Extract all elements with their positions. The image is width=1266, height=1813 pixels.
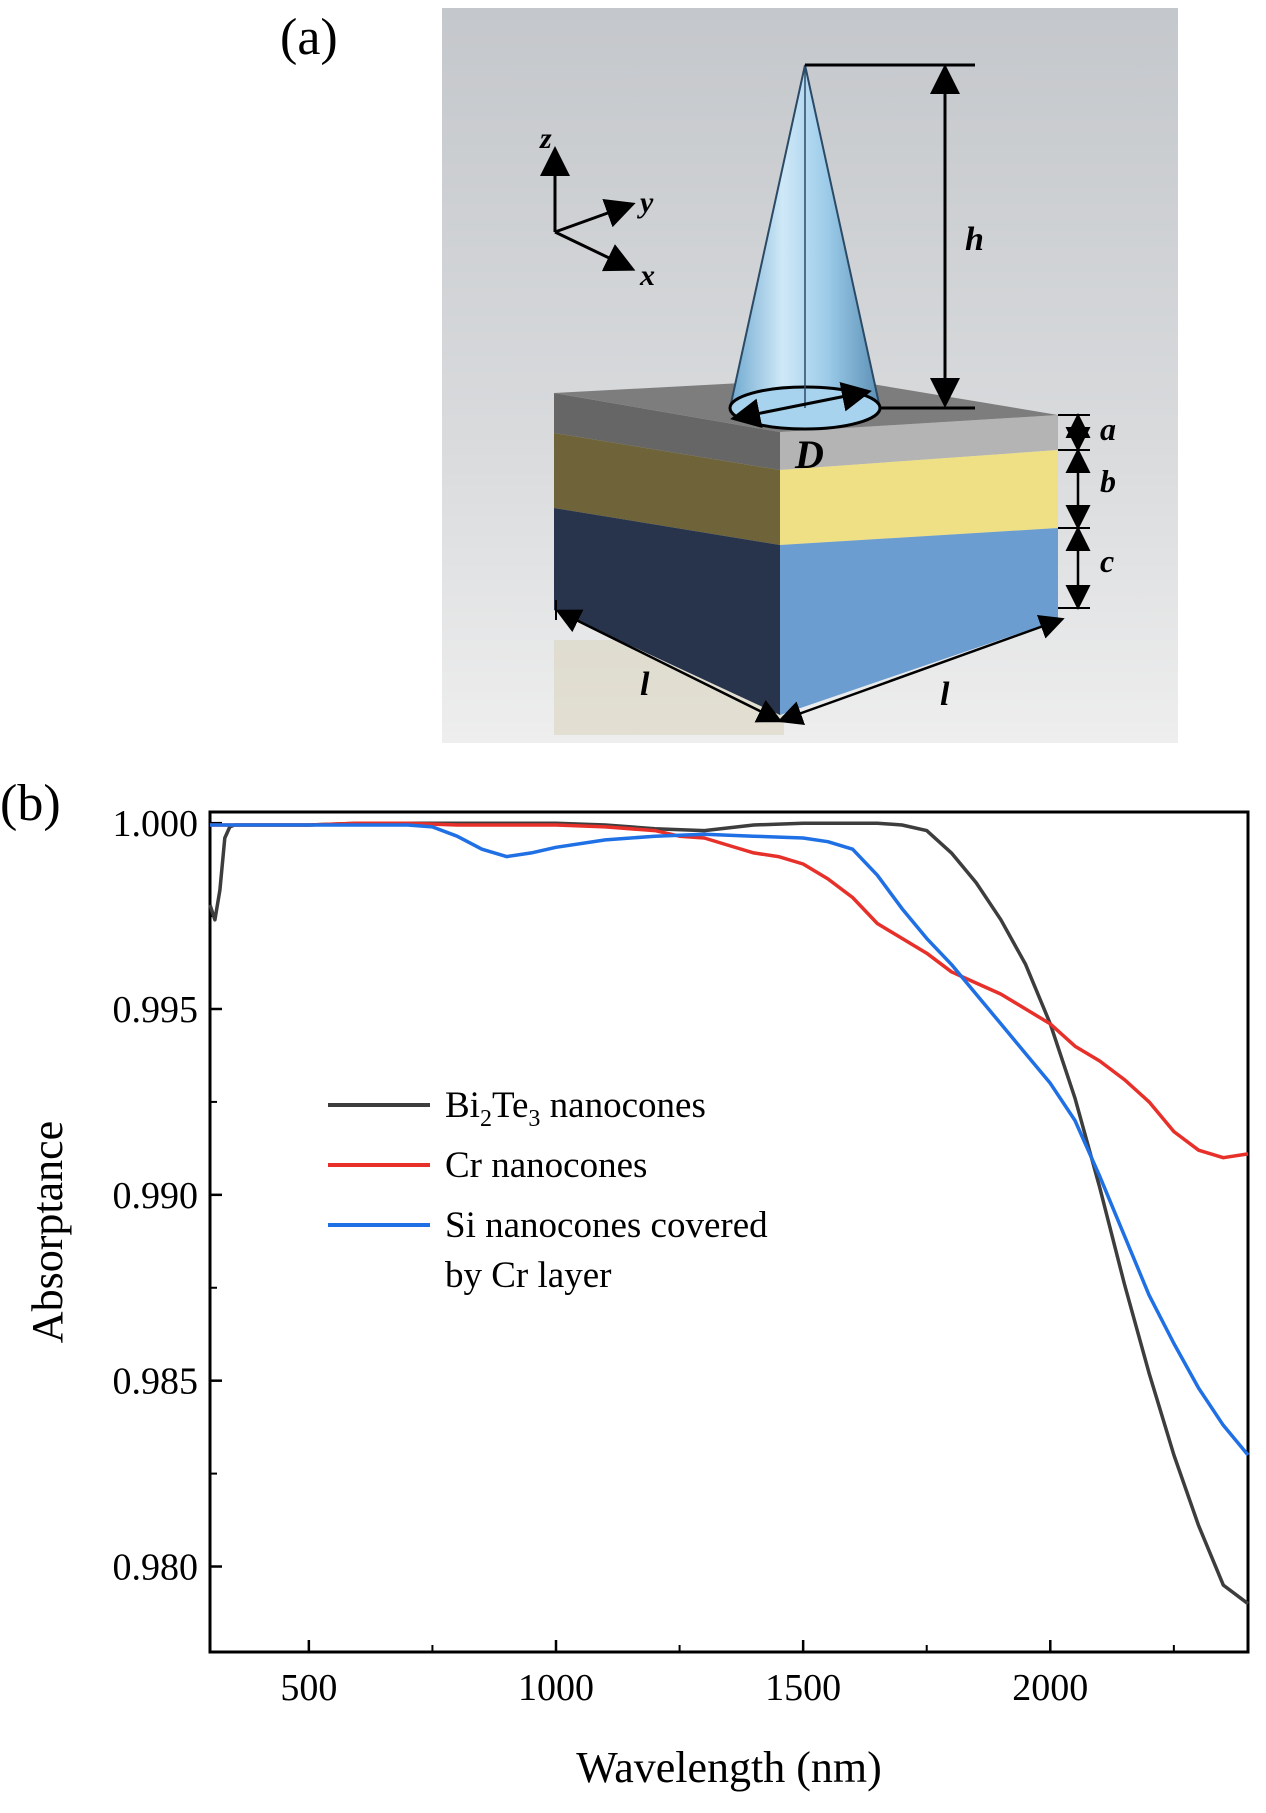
- top-layer-right-face: [780, 415, 1058, 470]
- legend-label-si-line2: by Cr layer: [445, 1255, 611, 1296]
- series-line-cr: [210, 821, 1249, 1160]
- panel-a-label: (a): [280, 9, 338, 66]
- legend: Bi2Te3 nanocones Cr nanocones Si nanocon…: [328, 1085, 768, 1296]
- length-left-label: l: [640, 666, 650, 703]
- legend-label-bi2te3: Bi2Te3 nanocones: [445, 1085, 706, 1132]
- x-axis-title: Wavelength (nm): [576, 1743, 882, 1792]
- top-layer-left-face: [554, 393, 780, 470]
- y-axis-title: Absorptance: [23, 1121, 72, 1343]
- length-left-arrow: [555, 609, 783, 723]
- x-axis-arrow: [554, 230, 636, 272]
- middle-layer-left-face: [554, 433, 780, 545]
- y-tick-label: 1.000: [113, 803, 199, 845]
- x-axis-label: x: [639, 259, 655, 292]
- series-line-si-cr: [210, 823, 1250, 1457]
- layer-b-label: b: [1100, 463, 1116, 499]
- plot-frame: [208, 810, 1250, 1654]
- x-tick-label: 2000: [1012, 1667, 1088, 1709]
- height-label: h: [965, 221, 984, 258]
- panel-b-label: (b): [0, 775, 61, 832]
- nanocone-schematic: h D a b c l l z y x: [442, 8, 1178, 743]
- y-axis-arrow: [554, 199, 636, 234]
- length-right-label: l: [940, 676, 950, 713]
- y-tick-label: 0.985: [113, 1361, 199, 1403]
- z-axis-label: z: [539, 122, 552, 155]
- x-tick-label: 1000: [518, 1667, 594, 1709]
- diameter-label: D: [794, 432, 824, 477]
- series-lines: [208, 821, 1250, 1606]
- x-tick-label: 1500: [765, 1667, 841, 1709]
- y-tick-label: 0.995: [113, 989, 199, 1031]
- y-tick-label: 0.980: [113, 1547, 199, 1589]
- middle-layer-right-face: [780, 450, 1058, 545]
- absorptance-chart: (b) 500 1000 1500 2000 0.980 0.985 0.990 0.995…: [0, 775, 1250, 1792]
- legend-label-cr: Cr nanocones: [445, 1145, 647, 1186]
- y-axis-ticks: 0.980 0.985 0.990 0.995 1.000: [113, 803, 222, 1589]
- legend-label-si-line1: Si nanocones covered: [445, 1205, 768, 1246]
- layer-c-label: c: [1100, 543, 1114, 579]
- x-axis-ticks: 500 1000 1500 2000: [280, 1640, 1175, 1709]
- layer-a-label: a: [1100, 411, 1116, 447]
- diameter-arrow: [730, 381, 872, 429]
- y-axis-label: y: [637, 186, 654, 219]
- length-right-arrow: [777, 615, 1065, 725]
- y-tick-label: 0.990: [113, 1175, 199, 1217]
- x-tick-label: 500: [280, 1667, 337, 1709]
